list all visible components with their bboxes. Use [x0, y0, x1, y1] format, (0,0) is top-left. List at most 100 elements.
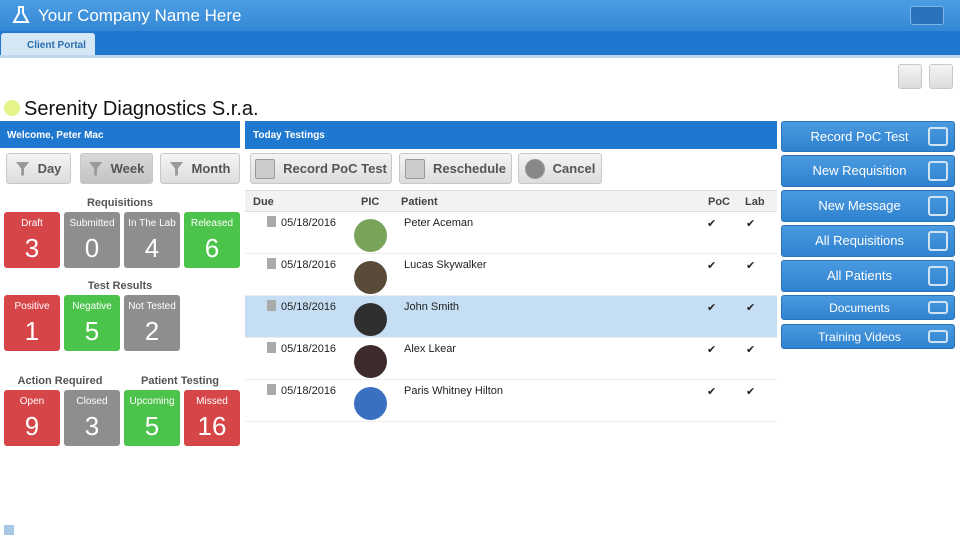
table-row[interactable]: 05/18/2016 Peter Aceman ✔ ✔	[245, 212, 777, 254]
quick-action-label: All Requisitions	[815, 233, 904, 248]
apps-menu[interactable]	[910, 6, 944, 25]
action-button[interactable]: Record PoC Test	[250, 153, 392, 184]
tile-label: Closed	[76, 396, 108, 407]
quick-action-label: Documents	[829, 301, 890, 315]
file-icon	[267, 216, 276, 227]
file-icon	[267, 342, 276, 353]
quick-action[interactable]: New Message	[781, 190, 955, 222]
quick-action-icon	[928, 196, 948, 216]
filter-icon	[88, 161, 103, 176]
count-tile[interactable]: Closed 3	[64, 390, 120, 446]
poc-check: ✔	[707, 302, 717, 314]
tile-count: 6	[204, 233, 220, 263]
tile-count: 2	[144, 316, 160, 346]
file-icon	[267, 384, 276, 395]
file-icon	[267, 300, 276, 311]
tile-label: Upcoming	[129, 396, 175, 407]
count-tile[interactable]: Draft 3	[4, 212, 60, 268]
file-icon	[267, 258, 276, 269]
quick-action-icon	[928, 127, 948, 146]
count-tile[interactable]: Negative 5	[64, 295, 120, 351]
tile-count: 1	[24, 316, 40, 346]
tab[interactable]: Client Portal	[1, 33, 95, 55]
count-tile[interactable]: Released 6	[184, 212, 240, 268]
tile-count: 5	[144, 411, 160, 441]
quick-action-label: Record PoC Test	[810, 129, 909, 144]
filter-button[interactable]: Month	[160, 153, 240, 184]
logo-icon	[12, 6, 30, 23]
lab-check: ✔	[746, 302, 756, 314]
filter-button[interactable]: Week	[80, 153, 153, 184]
count-tile[interactable]: Upcoming 5	[124, 390, 180, 446]
poc-check: ✔	[707, 218, 717, 230]
table-header: Due PIC Patient PoC Lab	[245, 190, 777, 212]
count-tile[interactable]: Submitted 0	[64, 212, 120, 268]
tile-label: Released	[190, 218, 234, 229]
corner-icon	[4, 525, 14, 535]
action-icon	[524, 158, 545, 179]
count-tile[interactable]: In The Lab 4	[124, 212, 180, 268]
filter-icon	[169, 161, 184, 176]
action-icon	[255, 158, 276, 179]
poc-check: ✔	[707, 386, 717, 398]
quick-action[interactable]: Documents	[781, 295, 955, 320]
count-tile[interactable]: Not Tested 2	[124, 295, 180, 351]
due-date: 05/18/2016	[281, 301, 337, 313]
patient-name: Peter Aceman	[404, 217, 474, 229]
avatar	[354, 387, 387, 420]
poc-check: ✔	[707, 260, 717, 272]
quick-action-icon	[928, 330, 948, 343]
table-row[interactable]: 05/18/2016 Alex Lkear ✔ ✔	[245, 338, 777, 380]
column-header: PoC	[708, 196, 730, 208]
patient-name: John Smith	[404, 301, 460, 313]
action-label: Record PoC Test	[283, 161, 387, 176]
due-date: 05/18/2016	[281, 385, 337, 397]
table-row[interactable]: 05/18/2016 Paris Whitney Hilton ✔ ✔	[245, 380, 777, 422]
table-row[interactable]: 05/18/2016 Lucas Skywalker ✔ ✔	[245, 254, 777, 296]
quick-action[interactable]: All Requisitions	[781, 225, 955, 257]
lab-check: ✔	[746, 260, 756, 272]
top-bar: Your Company Name Here	[0, 0, 960, 31]
count-tile[interactable]: Open 9	[4, 390, 60, 446]
due-date: 05/18/2016	[281, 259, 337, 271]
quick-action[interactable]: Record PoC Test	[781, 121, 955, 152]
patient-name: Lucas Skywalker	[404, 259, 487, 271]
filter-label: Day	[37, 161, 62, 176]
avatar	[354, 219, 387, 252]
filter-button[interactable]: Day	[6, 153, 71, 184]
quick-action-icon	[928, 266, 948, 286]
filter-label: Month	[191, 161, 231, 176]
patient-name: Paris Whitney Hilton	[404, 385, 504, 397]
action-icon	[405, 158, 425, 179]
table-row[interactable]: 05/18/2016 John Smith ✔ ✔	[245, 296, 777, 338]
avatar	[354, 261, 387, 294]
tile-count: 16	[197, 411, 227, 441]
tab-bar: Client Portal	[0, 31, 960, 55]
lab-check: ✔	[746, 344, 756, 356]
count-tile[interactable]: Positive 1	[4, 295, 60, 351]
tile-count: 4	[144, 233, 160, 263]
print-button[interactable]	[898, 64, 922, 89]
due-date: 05/18/2016	[281, 343, 337, 355]
tile-count: 0	[84, 233, 100, 263]
tile-label: Missed	[196, 396, 228, 407]
tile-count: 5	[84, 316, 100, 346]
action-button[interactable]: Cancel	[518, 153, 602, 184]
quick-action[interactable]: Training Videos	[781, 324, 955, 349]
quick-action-label: Training Videos	[818, 330, 901, 344]
filter-icon	[15, 161, 30, 176]
poc-check: ✔	[707, 344, 717, 356]
avatar	[354, 303, 387, 336]
quick-action-label: New Message	[818, 198, 901, 213]
column-header: PIC	[361, 196, 380, 208]
patient-name: Alex Lkear	[404, 343, 456, 355]
tile-label: Draft	[21, 218, 43, 229]
action-label: Reschedule	[433, 161, 506, 176]
quick-action[interactable]: All Patients	[781, 260, 955, 292]
avatar	[354, 345, 387, 378]
count-tile[interactable]: Missed 16	[184, 390, 240, 446]
action-button[interactable]: Reschedule	[399, 153, 512, 184]
quick-action[interactable]: New Requisition	[781, 155, 955, 187]
refresh-button[interactable]	[929, 64, 953, 89]
